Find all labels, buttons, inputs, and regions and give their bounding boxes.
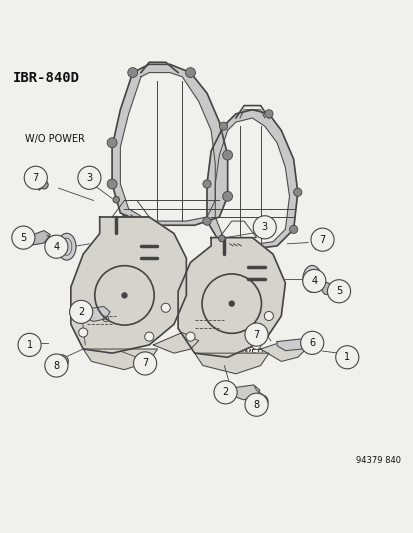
Circle shape — [222, 150, 232, 160]
Circle shape — [78, 328, 88, 337]
Circle shape — [214, 381, 237, 404]
Circle shape — [161, 303, 170, 312]
Text: IBR-840D: IBR-840D — [13, 70, 80, 85]
Text: W/O POWER: W/O POWER — [25, 134, 85, 144]
Circle shape — [254, 395, 268, 408]
Text: 94379 840: 94379 840 — [355, 456, 400, 465]
Circle shape — [133, 352, 156, 375]
Circle shape — [145, 332, 153, 341]
Circle shape — [244, 323, 268, 346]
Circle shape — [253, 326, 261, 335]
Text: 5: 5 — [20, 232, 26, 243]
Polygon shape — [194, 353, 268, 374]
Text: 7: 7 — [319, 235, 325, 245]
Circle shape — [69, 300, 93, 324]
Circle shape — [128, 68, 138, 77]
Circle shape — [218, 235, 225, 242]
Circle shape — [12, 226, 35, 249]
Polygon shape — [260, 341, 305, 361]
Circle shape — [113, 196, 119, 203]
Text: 7: 7 — [253, 329, 259, 340]
Circle shape — [202, 180, 211, 188]
Polygon shape — [71, 217, 186, 353]
Circle shape — [219, 122, 227, 131]
Circle shape — [143, 355, 151, 364]
Circle shape — [327, 280, 350, 303]
Circle shape — [222, 191, 232, 201]
Polygon shape — [318, 282, 340, 296]
Text: 3: 3 — [86, 173, 92, 183]
Circle shape — [59, 359, 64, 364]
Text: 8: 8 — [53, 360, 59, 370]
Text: 3: 3 — [261, 222, 267, 232]
Circle shape — [185, 332, 195, 341]
Text: 1: 1 — [343, 352, 349, 362]
Circle shape — [55, 355, 68, 368]
Ellipse shape — [57, 233, 76, 260]
Text: 6: 6 — [309, 338, 315, 348]
Circle shape — [293, 188, 301, 196]
Circle shape — [202, 217, 211, 225]
Polygon shape — [153, 333, 198, 353]
Circle shape — [107, 179, 117, 189]
Circle shape — [264, 311, 273, 320]
Circle shape — [122, 293, 127, 298]
Circle shape — [45, 354, 68, 377]
Polygon shape — [81, 306, 110, 321]
Circle shape — [252, 341, 261, 350]
Circle shape — [18, 333, 41, 357]
Circle shape — [107, 138, 117, 148]
Text: 7: 7 — [33, 173, 39, 183]
Ellipse shape — [302, 265, 321, 292]
Polygon shape — [276, 339, 307, 351]
Text: 5: 5 — [335, 286, 341, 296]
Polygon shape — [206, 110, 297, 250]
Circle shape — [29, 337, 38, 345]
Circle shape — [244, 393, 268, 416]
Text: 4: 4 — [53, 241, 59, 252]
Circle shape — [253, 216, 275, 239]
Circle shape — [335, 346, 358, 369]
Polygon shape — [112, 64, 227, 225]
Text: 8: 8 — [253, 400, 259, 410]
Polygon shape — [83, 349, 157, 370]
Text: 2: 2 — [222, 387, 228, 397]
Circle shape — [316, 240, 324, 248]
Circle shape — [342, 350, 351, 358]
Circle shape — [258, 399, 264, 405]
Text: 7: 7 — [142, 359, 148, 368]
Circle shape — [310, 228, 333, 251]
Circle shape — [185, 68, 195, 77]
Polygon shape — [230, 385, 259, 400]
Polygon shape — [27, 231, 50, 245]
Circle shape — [24, 166, 47, 189]
Circle shape — [264, 110, 272, 118]
Text: 4: 4 — [311, 276, 317, 286]
Circle shape — [40, 181, 48, 189]
Text: 2: 2 — [78, 307, 84, 317]
Circle shape — [78, 166, 101, 189]
Text: W/POWER: W/POWER — [215, 349, 264, 359]
Circle shape — [45, 235, 68, 259]
Text: 1: 1 — [26, 340, 33, 350]
Polygon shape — [178, 238, 285, 357]
Circle shape — [289, 225, 297, 233]
Circle shape — [229, 301, 234, 306]
Circle shape — [302, 269, 325, 293]
Circle shape — [300, 332, 323, 354]
